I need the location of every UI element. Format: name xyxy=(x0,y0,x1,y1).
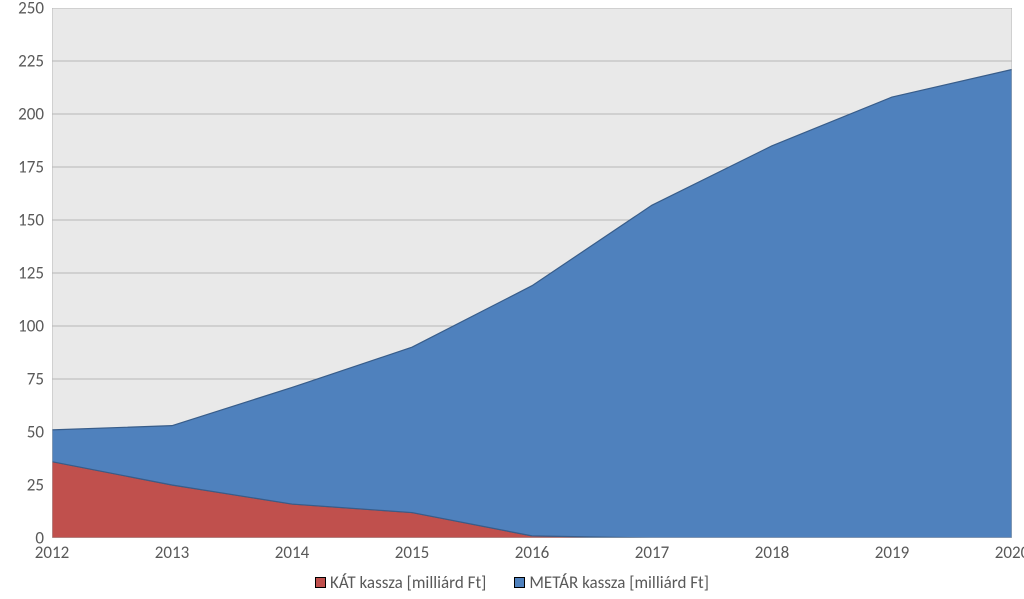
x-tick-label: 2020 xyxy=(995,542,1024,563)
x-tick-label: 2014 xyxy=(275,542,309,563)
x-tick-label: 2015 xyxy=(395,542,429,563)
x-tick-label: 2012 xyxy=(35,542,69,563)
y-tick-label: 200 xyxy=(0,104,44,125)
y-tick-label: 25 xyxy=(0,475,44,496)
legend-item: METÁR kassza [milliárd Ft] xyxy=(514,572,709,593)
y-tick-label: 250 xyxy=(0,0,44,19)
x-tick-label: 2017 xyxy=(635,542,669,563)
plot-area xyxy=(52,8,1012,538)
y-tick-label: 75 xyxy=(0,369,44,390)
legend-label: KÁT kassza [milliárd Ft] xyxy=(330,572,486,593)
area-chart: 0255075100125150175200225250 20122013201… xyxy=(0,0,1024,599)
x-tick-label: 2013 xyxy=(155,542,189,563)
y-tick-label: 150 xyxy=(0,210,44,231)
x-tick-label: 2016 xyxy=(515,542,549,563)
legend-swatch xyxy=(514,577,525,588)
y-tick-label: 125 xyxy=(0,263,44,284)
legend: KÁT kassza [milliárd Ft] METÁR kassza [mi… xyxy=(0,572,1024,593)
y-tick-label: 175 xyxy=(0,157,44,178)
y-tick-label: 100 xyxy=(0,316,44,337)
legend-label: METÁR kassza [milliárd Ft] xyxy=(529,572,709,593)
legend-item: KÁT kassza [milliárd Ft] xyxy=(315,572,486,593)
y-tick-label: 50 xyxy=(0,422,44,443)
area-series xyxy=(52,69,1012,538)
x-tick-label: 2019 xyxy=(875,542,909,563)
legend-swatch xyxy=(315,577,326,588)
x-tick-label: 2018 xyxy=(755,542,789,563)
y-tick-label: 225 xyxy=(0,51,44,72)
